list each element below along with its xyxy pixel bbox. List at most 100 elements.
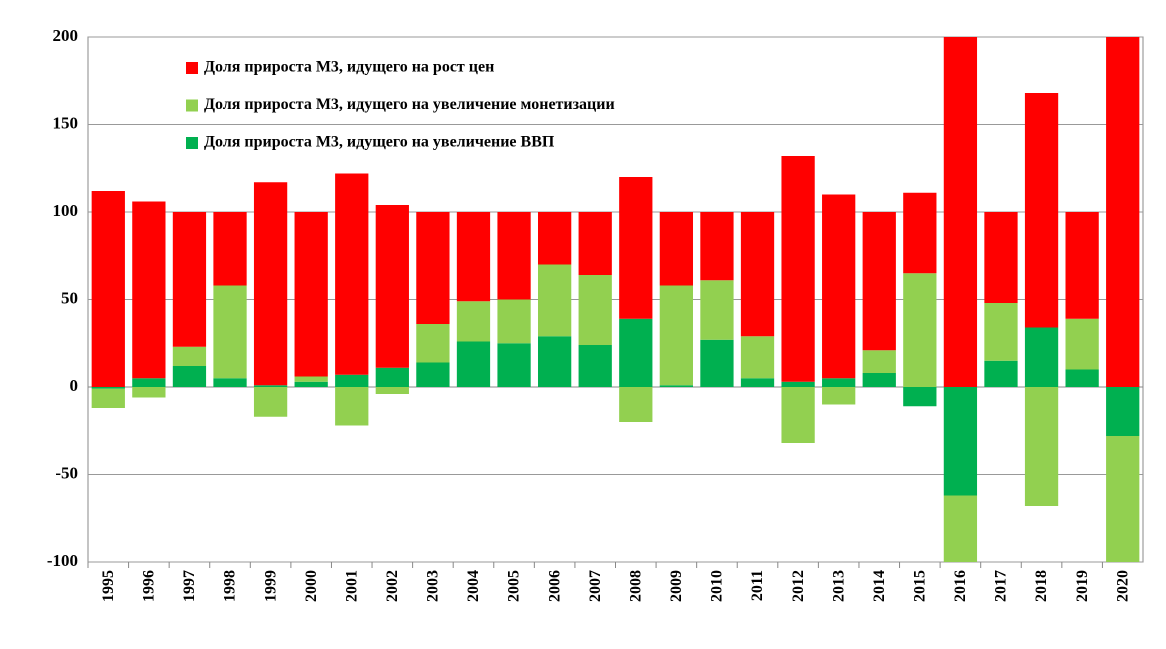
bar-segment [497,212,531,300]
x-tick-label: 2012 [790,570,807,602]
bar-segment [132,201,166,379]
bar-segment [781,156,815,382]
bar-segment [862,212,896,351]
bar-segment [700,212,734,281]
bar-segment [253,182,288,386]
bar-segment [294,381,328,387]
bar-segment [335,374,369,387]
x-tick-label: 2016 [952,570,969,602]
legend-swatch [186,99,198,112]
bar-segment [375,367,409,387]
bar-segment [822,194,856,379]
bar-segment [1024,387,1059,506]
bar-segment [740,212,775,337]
bar-segment [1106,436,1140,562]
x-tick-label: 2010 [709,570,726,602]
x-tick-label: 2009 [668,570,685,602]
legend-label: Доля прироста М3, идущего на увеличение … [204,134,555,151]
bar-segment [132,387,166,398]
bar-segment [700,339,734,387]
bars [91,37,1140,562]
bar-segment [578,212,612,275]
legend: Доля прироста М3, идущего на рост цен Дол… [186,59,615,151]
bar-segment [1106,387,1140,436]
bar-segment [253,387,288,417]
bar-segment [1024,93,1059,328]
bar-segment [822,387,856,405]
bar-segment [1024,327,1059,387]
bar-segment [700,280,734,340]
bar-segment [416,212,450,324]
bar-segment [335,173,369,375]
bar-segment [822,378,856,387]
bar-segment [984,360,1018,387]
x-tick-label: 2004 [465,570,482,602]
bar-segment [172,346,207,366]
y-tick-label: -100 [47,551,78,570]
bar-segment [619,318,653,387]
y-tick-label: 50 [61,288,78,307]
bar-segment [619,177,653,319]
labels: -100 -50 0 50 100 150 200 1995 1996 1997 1998 1999 2… [47,26,1132,602]
bar-segment [781,381,815,387]
x-tick-label: 2002 [384,570,401,602]
x-tick-label: 2018 [1033,570,1050,602]
bar-segment [294,376,328,382]
x-tick-label: 2007 [587,570,604,602]
bar-segment [294,212,328,377]
x-tick-label: 1996 [141,570,158,602]
bar-segment [781,387,815,443]
bar-segment [132,378,166,387]
bar-segment [619,387,653,422]
bar-segment [456,341,491,387]
bar-segment [497,299,531,344]
bar-segment [862,350,896,373]
x-tick-label: 1997 [181,570,198,602]
x-tick-label: 2014 [871,570,888,602]
bar-segment [740,336,775,379]
bar-segment [1106,37,1140,387]
x-tick-label: 2015 [911,570,928,602]
x-tick-label: 2013 [830,570,847,602]
legend-label: Доля прироста М3, идущего на рост цен [204,59,494,76]
bar-segment [659,285,694,386]
bar-segment [943,37,978,387]
bar-segment [213,212,247,286]
bar-segment [253,385,288,387]
legend-swatch [186,137,198,149]
bar-segment [1065,212,1099,319]
bar-segment [375,205,409,368]
bar-segment [172,212,207,347]
x-tick-label: 2003 [425,570,442,602]
y-tick-label: 200 [53,26,79,45]
bar-segment [1065,318,1099,370]
bar-segment [91,387,125,389]
bar-segment [416,324,450,363]
bar-segment [903,273,937,387]
bar-segment [335,387,369,426]
y-tick-label: 0 [70,376,79,395]
bar-segment [903,387,937,407]
y-tick-label: 100 [53,201,79,220]
bar-segment [213,285,247,379]
x-tick-label: 2008 [627,570,644,602]
x-tick-label: 2000 [303,570,320,602]
bar-segment [943,387,978,496]
x-tick-label: 2001 [343,570,360,602]
x-tick-label: 2017 [993,570,1010,602]
bar-segment [659,212,694,286]
legend-swatch [186,62,198,74]
bar-segment [578,345,612,387]
x-tick-label: 2019 [1074,570,1091,602]
bar-segment [91,388,125,408]
x-tick-label: 2005 [506,570,523,602]
bar-segment [537,336,572,387]
x-tick-label: 2006 [546,570,563,602]
bar-segment [984,212,1018,303]
bar-segment [740,378,775,387]
bar-segment [91,191,125,387]
bar-segment [497,343,531,387]
bar-segment [537,264,572,337]
bar-segment [172,366,207,387]
